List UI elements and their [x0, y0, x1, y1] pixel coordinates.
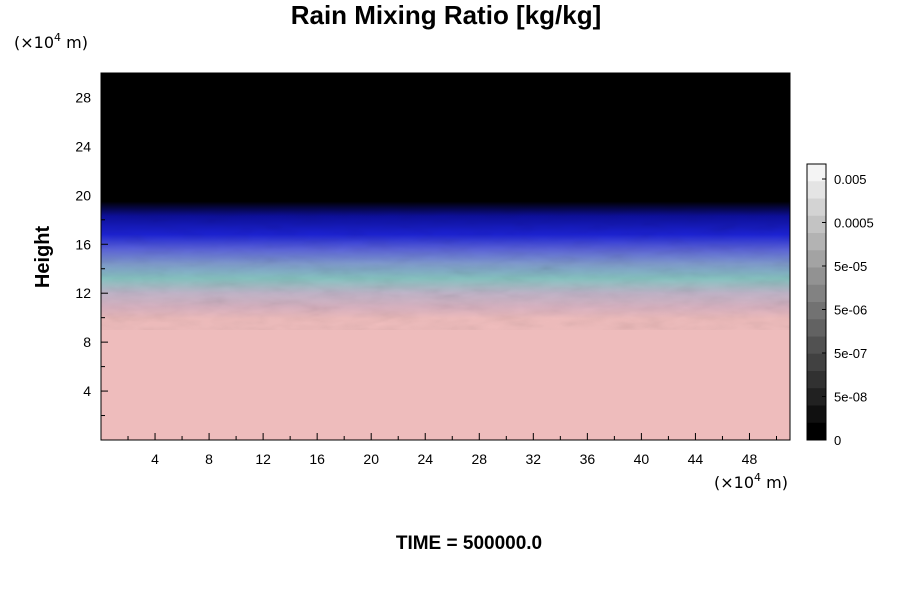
colorbar-level: [807, 319, 826, 337]
colorbar-level: [807, 388, 826, 406]
x-tick-label: 44: [688, 451, 704, 467]
colorbar-level: [807, 405, 826, 424]
x-tick-label: 48: [742, 451, 758, 467]
y-tick-label: 16: [75, 236, 91, 252]
plot-frame: [100, 72, 791, 441]
y-axis-unit-prefix: (×10: [14, 33, 54, 52]
colorbar-label: 5e-08: [834, 390, 867, 405]
x-tick-label: 4: [151, 451, 159, 467]
y-axis-unit-suffix: m): [61, 33, 88, 52]
colorbar-label: 5e-07: [834, 346, 867, 361]
y-tick-label: 24: [75, 138, 91, 154]
chart-title: Rain Mixing Ratio [kg/kg]: [291, 0, 602, 30]
x-axis-unit-suffix: m): [761, 473, 788, 492]
x-tick-label: 40: [634, 451, 650, 467]
x-tick-label: 24: [417, 451, 433, 467]
x-tick-label: 16: [309, 451, 325, 467]
colorbar-level: [807, 284, 826, 303]
y-axis-unit: (×104 m): [14, 31, 88, 52]
x-tick-label: 32: [526, 451, 542, 467]
y-axis-ticks: 4 8 12 16 20 24 28: [75, 89, 108, 417]
y-tick-label: 4: [83, 383, 91, 399]
colorbar-label: 5e-05: [834, 259, 867, 274]
colorbar-level: [807, 181, 826, 199]
colorbar-label: 5e-06: [834, 303, 867, 318]
x-axis-unit-exponent: 4: [754, 471, 761, 484]
colorbar-level: [807, 302, 826, 320]
x-tick-label: 28: [471, 451, 487, 467]
colorbar: 0.005 0.0005 5e-05 5e-06 5e-07 5e-08 0: [806, 163, 874, 448]
colorbar-level: [807, 422, 826, 441]
time-label: TIME = 500000.0: [396, 533, 542, 554]
x-tick-label: 8: [205, 451, 213, 467]
colorbar-level: [807, 233, 826, 251]
x-tick-label: 12: [255, 451, 271, 467]
colorbar-level: [807, 250, 826, 268]
y-axis-unit-exponent: 4: [54, 31, 61, 44]
colorbar-frame: [806, 163, 827, 441]
x-axis-unit: (×104 m): [714, 471, 788, 492]
colorbar-level: [807, 336, 826, 355]
colorbar-label: 0.0005: [834, 216, 874, 231]
x-tick-label: 20: [363, 451, 379, 467]
x-axis-unit-prefix: (×10: [714, 473, 754, 492]
y-tick-label: 28: [75, 89, 91, 105]
colorbar-level: [807, 198, 826, 217]
colorbar-level: [807, 215, 826, 234]
heatmap-turbulence: [101, 190, 790, 330]
y-tick-label: 20: [75, 187, 91, 203]
colorbar-label: 0.005: [834, 172, 867, 187]
x-tick-label: 36: [580, 451, 596, 467]
colorbar-level: [807, 371, 826, 389]
y-tick-label: 12: [75, 285, 91, 301]
colorbar-level: [807, 267, 826, 286]
colorbar-label: 0: [834, 433, 841, 448]
heatmap-field: [101, 73, 790, 440]
colorbar-level: [807, 164, 826, 182]
y-tick-label: 8: [83, 334, 91, 350]
x-axis-ticks: 4 8 12 16 20 24 28 32 36 40 44 48: [127, 433, 777, 467]
colorbar-level: [807, 353, 826, 372]
y-axis-label: Height: [32, 226, 54, 289]
